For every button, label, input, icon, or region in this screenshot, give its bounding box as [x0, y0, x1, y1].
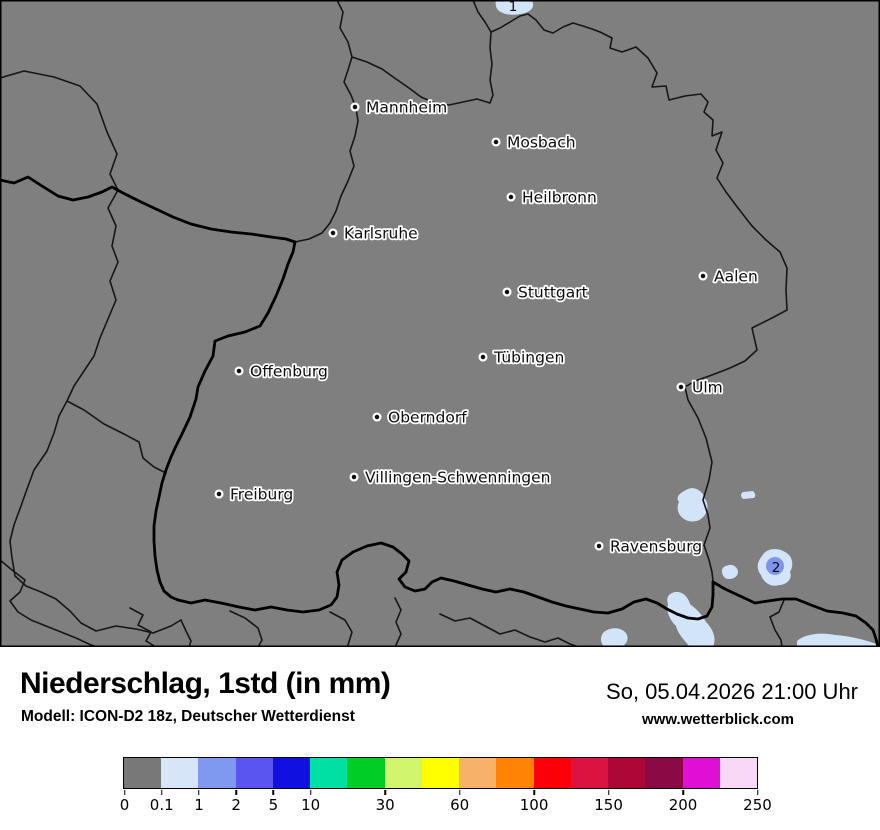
precip-value-label: 1	[509, 0, 518, 15]
legend-tick-mark	[198, 790, 200, 795]
city-label: Aalen	[714, 268, 758, 286]
city-dot	[506, 192, 516, 202]
legend-segment	[310, 758, 348, 788]
city-label: Mosbach	[507, 134, 576, 152]
legend-segment	[719, 758, 757, 788]
legend-tick-value: 250	[743, 796, 772, 814]
legend-segment	[496, 758, 534, 788]
city-dot	[698, 271, 708, 281]
country-borders	[0, 175, 880, 647]
city-label: Offenburg	[250, 363, 328, 381]
legend-segment	[608, 758, 646, 788]
legend-segment	[682, 758, 720, 788]
color-scale-legend: 0 0.1 1 2 5 10 30 60 100 150 200 250	[120, 757, 772, 814]
legend-tick-mark	[384, 790, 386, 795]
legend-segment	[198, 758, 236, 788]
legend-tick-value: 200	[668, 796, 698, 814]
model-subtitle: Modell: ICON-D2 18z, Deutscher Wetterdie…	[21, 708, 355, 725]
datetime-label: So, 05.04.2026 21:00 Uhr	[606, 679, 858, 704]
legend-segment	[459, 758, 497, 788]
city-label: Ravensburg	[610, 538, 702, 556]
legend-tick-value: 1	[194, 796, 204, 814]
legend-segment	[533, 758, 571, 788]
legend-segment	[347, 758, 385, 788]
city-dot	[349, 472, 359, 482]
footer: Niederschlag, 1std (in mm) Modell: ICON-…	[0, 647, 880, 830]
legend-tick-value: 5	[268, 796, 279, 814]
city-label: Heilbronn	[522, 189, 597, 207]
legend-segment	[421, 758, 460, 788]
legend-tick-mark	[458, 790, 461, 795]
legend-tick-value: 60	[450, 796, 470, 814]
city-label: Villingen-Schwenningen	[365, 469, 550, 487]
legend-tick-mark	[123, 790, 126, 795]
city-label: Karlsruhe	[344, 225, 418, 243]
city-dot	[372, 412, 382, 422]
page-title: Niederschlag, 1std (in mm)	[20, 667, 391, 700]
legend-segment	[384, 758, 422, 788]
legend-tick-value: 30	[375, 796, 395, 814]
map-frame	[0, 0, 880, 647]
legend-segment	[235, 758, 273, 788]
city-label: Ulm	[692, 379, 723, 397]
precip-value-label: 2	[772, 560, 781, 576]
city-dot	[594, 541, 604, 551]
legend-tick-value: 10	[301, 796, 321, 814]
website-label: www.wetterblick.com	[642, 711, 794, 728]
city-dot	[234, 366, 244, 376]
legend-tick-mark	[235, 790, 237, 795]
legend-tick-mark	[607, 790, 610, 795]
legend-segment	[161, 758, 199, 788]
legend-tick-mark	[309, 790, 312, 795]
city-dot	[214, 489, 224, 499]
legend-segment	[645, 758, 683, 788]
legend-tick-mark	[756, 790, 759, 795]
legend-tick-mark	[160, 790, 163, 795]
city-dot	[350, 102, 360, 112]
city-dot	[328, 228, 338, 238]
city-dot	[491, 137, 501, 147]
city-label: Mannheim	[366, 99, 447, 117]
legend-tick-value: 2	[231, 796, 241, 814]
legend-color-bar	[123, 757, 758, 789]
legend-tick-value: 0	[119, 796, 130, 814]
map-background	[0, 0, 880, 647]
legend-tick-mark	[682, 790, 684, 795]
city-label: Tübingen	[493, 349, 564, 367]
city-markers: Mannheim Mosbach Heilbronn Karlsruhe Stuttga…	[214, 97, 759, 557]
legend-segment	[124, 758, 162, 788]
city-dot	[478, 352, 488, 362]
legend-segment	[570, 758, 609, 788]
legend-tick-value: 0.1	[149, 796, 174, 814]
city-label: Freiburg	[230, 486, 293, 504]
city-label: Oberndorf	[388, 409, 467, 427]
precipitation-value-labels: 12	[509, 0, 781, 576]
city-dot	[502, 287, 512, 297]
state-borders	[0, 0, 788, 647]
city-dot	[676, 382, 686, 392]
legend-segment	[272, 758, 311, 788]
legend-tick-value: 150	[594, 796, 623, 814]
legend-tick-mark	[533, 790, 535, 795]
city-label: Stuttgart	[518, 284, 588, 302]
legend-tick-mark	[272, 790, 275, 795]
legend-tick-value: 100	[519, 796, 549, 814]
